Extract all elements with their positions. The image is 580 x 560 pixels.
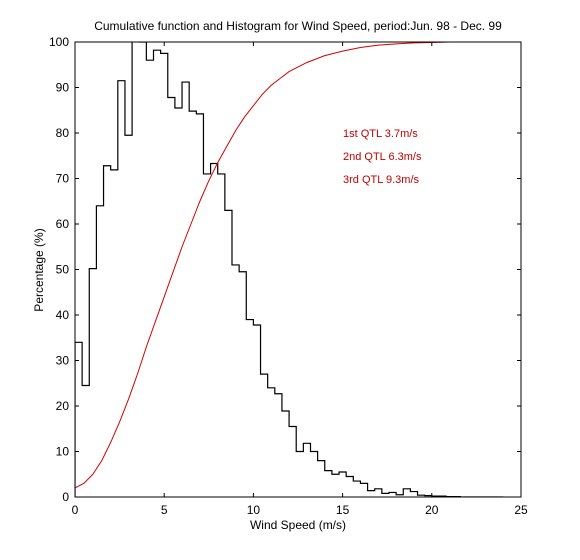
y-tick-label: 20 bbox=[56, 399, 70, 413]
y-tick-label: 80 bbox=[56, 126, 70, 140]
annotation-q2: 2nd QTL 6.3m/s bbox=[343, 151, 422, 163]
annotation-q1: 1st QTL 3.7m/s bbox=[343, 128, 418, 140]
x-tick-label: 10 bbox=[247, 503, 261, 517]
ticks: 0 5 10 15 20 25 0 10 20 30 40 50 60 70 80 90 100 bbox=[49, 35, 528, 517]
axes-frame bbox=[74, 41, 522, 498]
histogram-series bbox=[75, 42, 504, 497]
y-tick-label: 60 bbox=[56, 217, 70, 231]
plot-area bbox=[75, 42, 521, 497]
y-tick-label: 70 bbox=[56, 172, 70, 186]
annotation-q3: 3rd QTL 9.3m/s bbox=[343, 174, 420, 186]
y-tick-label: 100 bbox=[49, 35, 69, 49]
y-tick-label: 40 bbox=[56, 308, 70, 322]
x-axis-label: Wind Speed (m/s) bbox=[250, 518, 346, 532]
chart-title: Cumulative function and Histogram for Wi… bbox=[94, 19, 502, 33]
y-tick-label: 30 bbox=[56, 354, 70, 368]
x-tick-label: 25 bbox=[514, 503, 528, 517]
cumulative-series bbox=[75, 42, 521, 489]
x-tick-label: 0 bbox=[72, 503, 79, 517]
y-tick-label: 50 bbox=[56, 263, 70, 277]
y-tick-label: 0 bbox=[62, 490, 69, 504]
y-tick-label: 90 bbox=[56, 81, 70, 95]
x-tick-label: 15 bbox=[336, 503, 350, 517]
x-tick-label: 5 bbox=[161, 503, 168, 517]
y-axis-label: Percentage (%) bbox=[32, 228, 46, 311]
x-tick-label: 20 bbox=[425, 503, 439, 517]
y-tick-label: 10 bbox=[56, 445, 70, 459]
